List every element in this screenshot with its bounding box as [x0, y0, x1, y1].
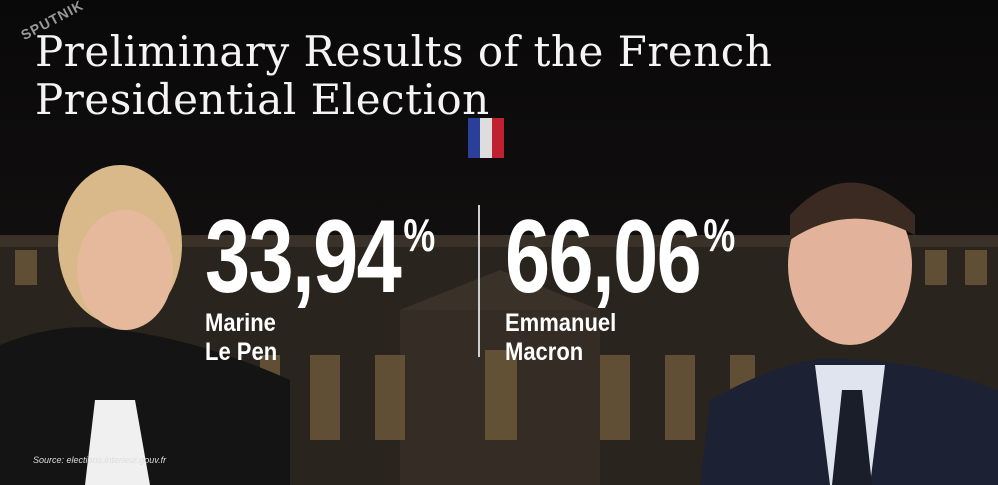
name-line: Le Pen: [205, 338, 278, 366]
vote-share: 66,06%: [505, 205, 735, 309]
candidate-name: Emmanuel Macron: [505, 309, 616, 367]
title-line: Presidential Election: [35, 75, 490, 124]
name-line: Macron: [505, 338, 584, 366]
title: Preliminary Results of the French Presid…: [35, 28, 772, 124]
candidate-name: Marine Le Pen: [205, 309, 277, 367]
title-line: Preliminary Results of the French: [35, 27, 773, 76]
share-value: 66,06: [505, 199, 702, 315]
share-value: 33,94: [205, 199, 402, 315]
source: Source: elections.interieur.gouv.fr: [33, 455, 167, 465]
percent-sign: %: [703, 209, 735, 261]
name-line: Marine: [205, 309, 276, 337]
percent-sign: %: [403, 209, 435, 261]
name-line: Emmanuel: [505, 309, 617, 337]
divider: [478, 205, 480, 357]
vote-share: 33,94%: [205, 205, 435, 309]
